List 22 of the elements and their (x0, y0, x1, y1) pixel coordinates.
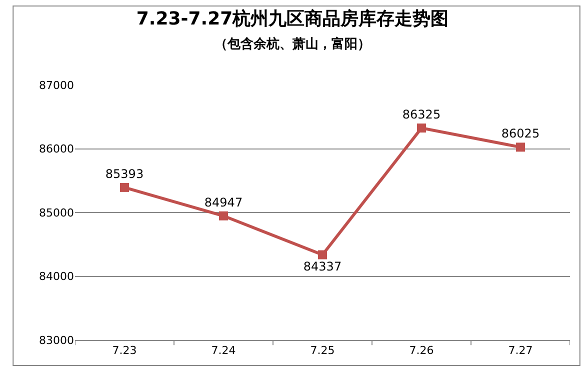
data-label: 84337 (303, 259, 342, 274)
y-tick-label: 83000 (39, 334, 74, 347)
point (516, 142, 525, 152)
data-label: 86325 (402, 107, 441, 122)
point (417, 124, 426, 133)
x-tick-label: 7.26 (409, 344, 434, 358)
y-tick-label: 86000 (39, 142, 74, 156)
chart-title: 7.23-7.27杭州九区商品房库存走势图 (136, 8, 449, 30)
point (120, 182, 129, 192)
data-label: 86025 (501, 126, 540, 141)
point (219, 211, 228, 220)
data-label: 84947 (204, 195, 243, 210)
point (318, 250, 327, 260)
x-tick-label: 7.23 (112, 344, 137, 358)
x-tick-label: 7.27 (508, 344, 533, 358)
data-label: 85393 (105, 166, 144, 181)
y-tick-label: 87000 (39, 78, 74, 92)
x-tick-label: 7.24 (211, 344, 236, 358)
chart-subtitle: （包含余杭、萧山，富阳） (214, 36, 370, 52)
y-tick-label: 85000 (39, 206, 74, 220)
y-tick-label: 84000 (39, 270, 74, 284)
x-tick-label: 7.25 (310, 344, 335, 358)
